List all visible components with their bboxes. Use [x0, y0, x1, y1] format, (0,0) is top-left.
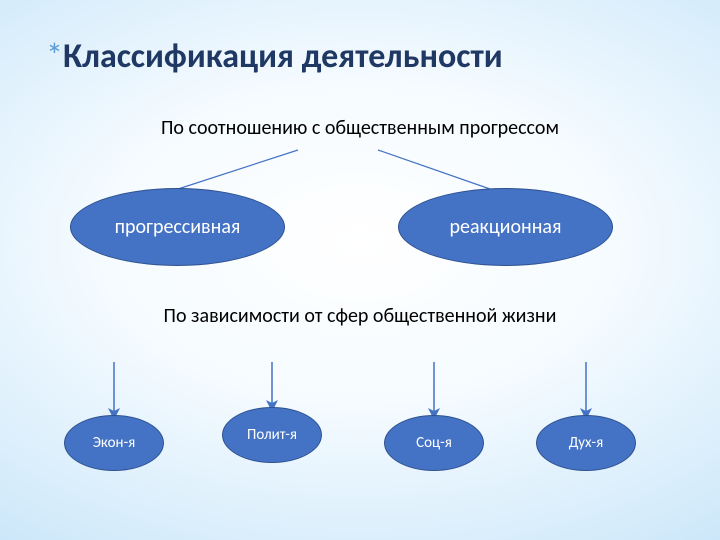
node-label: Полит-я: [247, 427, 297, 444]
node-label: прогрессивная: [115, 216, 241, 238]
node-progressive: прогрессивная: [70, 188, 285, 266]
section1-label: По соотношению с общественным прогрессом: [0, 116, 720, 140]
node-label: Экон-я: [93, 435, 136, 452]
section2-label: По зависимости от сфер общественной жизн…: [0, 304, 720, 328]
node-label: Соц-я: [416, 435, 452, 452]
page-title: Классификация деятельности: [63, 36, 503, 77]
title-row: * Классификация деятельности: [46, 36, 503, 77]
connector-line: [178, 150, 298, 189]
node-social: Соц-я: [384, 415, 484, 471]
node-label: реакционная: [450, 216, 562, 238]
section2-arrows: [114, 362, 586, 414]
title-asterisk: *: [46, 36, 63, 77]
node-reactionary: реакционная: [398, 188, 613, 266]
node-label: Дух-я: [569, 435, 603, 452]
node-political: Полит-я: [222, 407, 322, 463]
connector-line: [378, 150, 490, 189]
section1-edges: [178, 150, 490, 189]
slide-content: * Классификация деятельности По соотноше…: [0, 0, 720, 540]
node-economic: Экон-я: [64, 415, 164, 471]
node-spiritual: Дух-я: [536, 415, 636, 471]
